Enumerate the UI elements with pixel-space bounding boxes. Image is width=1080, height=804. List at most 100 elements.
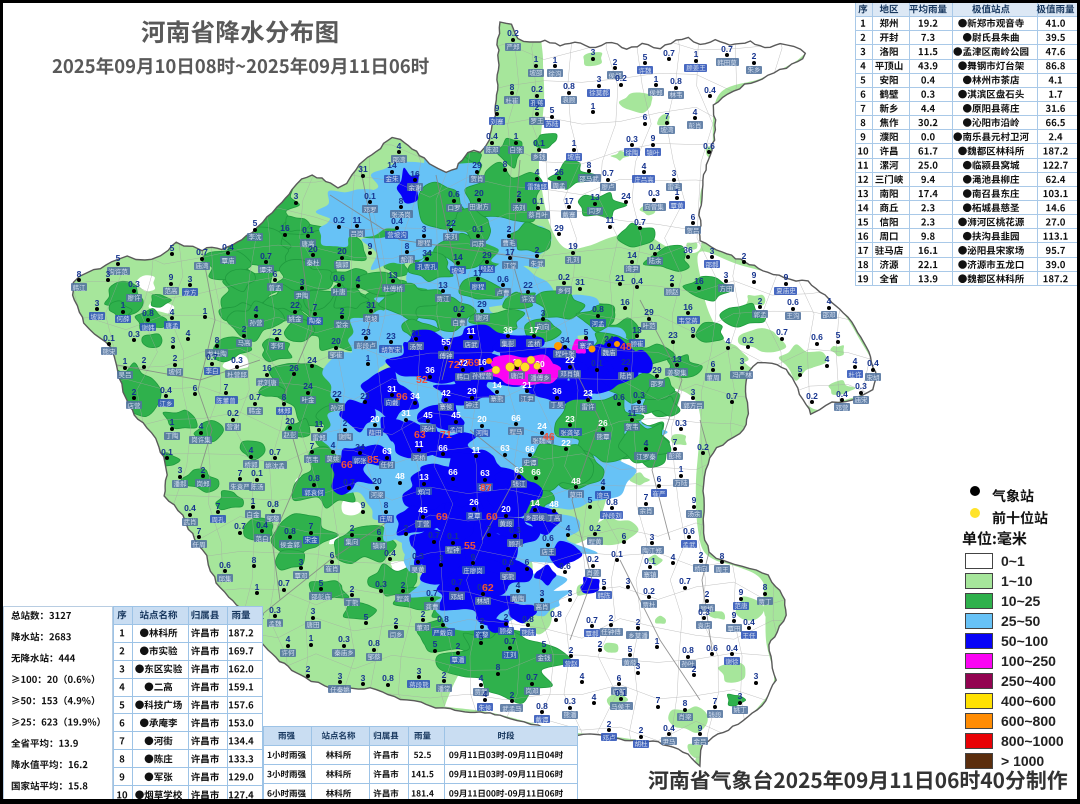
svg-text:肖姜: 肖姜 [587, 568, 601, 577]
svg-text:顾崔: 顾崔 [631, 339, 645, 348]
svg-text:17: 17 [564, 196, 574, 206]
svg-text:4: 4 [592, 692, 597, 702]
svg-text:江堂: 江堂 [504, 261, 518, 270]
svg-text:4: 4 [254, 304, 259, 314]
svg-text:0.6: 0.6 [811, 332, 823, 342]
svg-text:0.7: 0.7 [343, 477, 355, 487]
svg-text:0.1: 0.1 [615, 688, 627, 698]
svg-text:0.1: 0.1 [302, 225, 314, 235]
svg-text:0.6: 0.6 [502, 557, 514, 567]
svg-text:8: 8 [215, 335, 220, 345]
svg-text:0.4: 0.4 [726, 643, 738, 653]
svg-text:66: 66 [525, 444, 535, 454]
svg-text:42: 42 [458, 358, 468, 368]
svg-text:0.1: 0.1 [644, 556, 656, 566]
svg-text:22: 22 [332, 389, 342, 399]
svg-text:4: 4 [827, 296, 832, 306]
svg-text:李何: 李何 [271, 341, 285, 350]
svg-text:0.7: 0.7 [451, 577, 463, 587]
svg-text:宋胡: 宋胡 [867, 373, 880, 382]
svg-text:2: 2 [569, 645, 574, 655]
svg-text:11: 11 [415, 439, 424, 449]
svg-text:4: 4 [286, 634, 291, 644]
svg-text:8: 8 [503, 159, 508, 169]
svg-text:邹黎: 邹黎 [267, 514, 281, 523]
svg-text:程叶张: 程叶张 [555, 349, 575, 358]
svg-text:田谢方: 田谢方 [469, 202, 489, 211]
svg-text:韩口: 韩口 [457, 372, 470, 381]
svg-text:0.7: 0.7 [260, 251, 272, 261]
svg-text:宋金: 宋金 [305, 535, 319, 544]
svg-text:杜崔: 杜崔 [506, 96, 520, 105]
svg-text:13: 13 [672, 354, 682, 364]
svg-text:马高: 马高 [238, 338, 252, 347]
svg-text:22: 22 [290, 300, 300, 310]
svg-text:4: 4 [249, 445, 254, 455]
svg-text:莫田: 莫田 [570, 490, 583, 499]
svg-text:张汤岗: 张汤岗 [391, 210, 411, 219]
svg-text:1: 1 [675, 187, 680, 197]
svg-text:3: 3 [691, 387, 696, 397]
svg-text:3: 3 [95, 298, 100, 308]
svg-text:湾马: 湾马 [597, 491, 610, 500]
svg-text:贺肖: 贺肖 [471, 174, 484, 183]
svg-text:范韦: 范韦 [306, 455, 320, 464]
svg-text:邱集: 邱集 [219, 574, 233, 583]
svg-text:7: 7 [656, 695, 661, 705]
svg-text:余谢: 余谢 [409, 183, 423, 192]
svg-text:0.6: 0.6 [448, 189, 460, 199]
svg-text:雷郑: 雷郑 [313, 434, 327, 442]
svg-text:0.3: 0.3 [698, 607, 710, 617]
svg-text:1: 1 [203, 306, 208, 316]
svg-text:罗王: 罗王 [531, 117, 545, 125]
svg-text:0.6: 0.6 [333, 273, 345, 283]
svg-text:镇郭: 镇郭 [373, 541, 387, 550]
svg-text:0.6: 0.6 [497, 274, 509, 284]
svg-text:岗郑: 岗郑 [197, 480, 211, 488]
svg-text:姚沈孟: 姚沈孟 [265, 461, 285, 470]
svg-text:朱袁严: 朱袁严 [230, 482, 250, 491]
svg-text:0.1: 0.1 [611, 549, 623, 559]
svg-text:16: 16 [280, 223, 290, 233]
svg-text:余肖: 余肖 [640, 506, 653, 515]
svg-text:31: 31 [401, 408, 411, 418]
svg-text:0.2: 0.2 [227, 408, 239, 418]
svg-text:陈汤: 陈汤 [251, 482, 265, 491]
svg-text:4: 4 [726, 336, 731, 346]
svg-text:31: 31 [366, 300, 376, 310]
svg-text:0.8: 0.8 [142, 308, 154, 318]
svg-text:林韦: 林韦 [670, 90, 684, 99]
svg-text:廖程: 廖程 [418, 238, 432, 247]
svg-text:姜黎集: 姜黎集 [667, 368, 687, 377]
svg-text:夏庙史: 夏庙史 [776, 286, 796, 295]
svg-text:杜傅桥: 杜傅桥 [383, 284, 403, 293]
svg-text:0.1: 0.1 [532, 196, 544, 206]
svg-text:孟桥: 孟桥 [528, 339, 542, 348]
svg-text:湾尹: 湾尹 [626, 264, 640, 273]
svg-text:9: 9 [698, 723, 703, 733]
svg-text:吴黄: 吴黄 [412, 565, 426, 574]
svg-text:48: 48 [549, 499, 559, 509]
svg-text:董邓: 董邓 [417, 623, 431, 632]
svg-text:袁顾: 袁顾 [563, 95, 577, 104]
svg-text:3: 3 [361, 673, 366, 683]
svg-text:8: 8 [683, 698, 688, 708]
svg-text:63: 63 [480, 468, 490, 478]
svg-text:万陆: 万陆 [675, 478, 689, 487]
svg-text:周孟: 周孟 [553, 181, 567, 190]
svg-text:孔刘: 孔刘 [567, 255, 580, 264]
svg-text:孔蒋: 孔蒋 [531, 98, 545, 107]
svg-text:9: 9 [784, 272, 789, 282]
svg-text:徐陶: 徐陶 [626, 148, 640, 157]
svg-text:13: 13 [438, 280, 448, 290]
svg-text:11: 11 [315, 419, 324, 429]
svg-text:朱刘: 朱刘 [445, 232, 458, 241]
svg-text:2: 2 [421, 609, 426, 619]
svg-text:崔黎: 崔黎 [476, 630, 490, 639]
svg-text:2: 2 [705, 589, 710, 599]
svg-text:3: 3 [311, 606, 316, 616]
svg-text:0.3: 0.3 [231, 355, 243, 365]
svg-text:29: 29 [482, 250, 492, 260]
svg-text:22: 22 [621, 357, 631, 367]
svg-text:唐闫: 唐闫 [511, 371, 524, 380]
